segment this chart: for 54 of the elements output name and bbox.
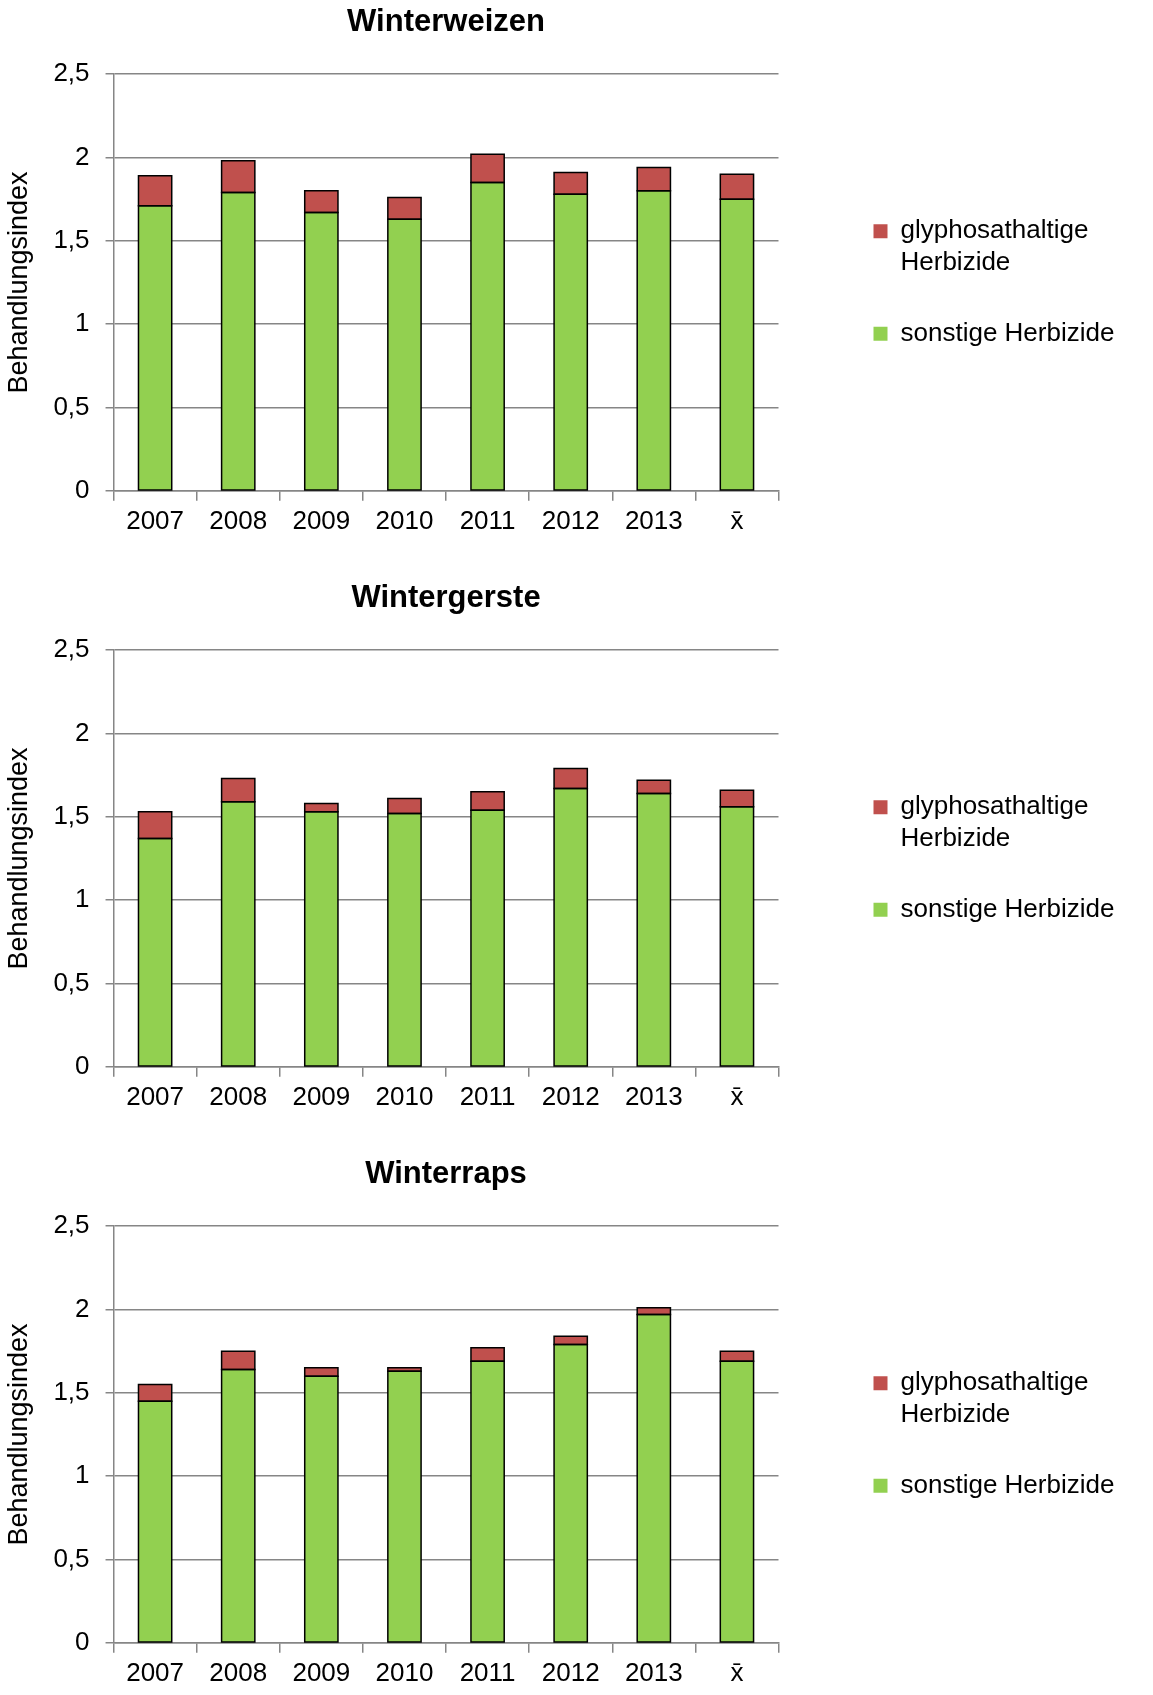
x-tick-label: 2007 bbox=[126, 1656, 185, 1687]
x-tick-label: 2011 bbox=[459, 1656, 516, 1687]
y-tick-label: 1 bbox=[75, 307, 90, 338]
x-tick-label: 2012 bbox=[541, 504, 600, 535]
x-tick-label: x̄ bbox=[730, 1656, 744, 1687]
x-tick-label: 2009 bbox=[292, 1656, 351, 1687]
x-tick-label: 2013 bbox=[624, 504, 683, 535]
y-tick-label: 2 bbox=[75, 716, 90, 747]
y-axis-title: Behandlungsindex bbox=[2, 746, 33, 970]
y-axis-title: Behandlungsindex bbox=[2, 170, 33, 394]
y-tick-label: 1 bbox=[75, 883, 90, 914]
y-tick-label: 2,5 bbox=[53, 1209, 90, 1240]
y-tick-label: 1,5 bbox=[53, 800, 90, 831]
x-tick-label: 2011 bbox=[459, 504, 516, 535]
x-tick-label: 2013 bbox=[624, 1080, 683, 1111]
x-tick-label: 2010 bbox=[375, 1656, 434, 1687]
x-tick-label: 2007 bbox=[126, 504, 185, 535]
x-tick-label: 2010 bbox=[375, 1080, 434, 1111]
x-tick-label: x̄ bbox=[730, 1080, 744, 1111]
legend-label: glyphosathaltige Herbizide bbox=[900, 214, 1089, 276]
y-tick-label: 2 bbox=[75, 140, 90, 171]
chart-title: Winterraps bbox=[365, 1155, 527, 1191]
x-tick-label: 2012 bbox=[541, 1656, 600, 1687]
x-tick-label: x̄ bbox=[730, 504, 744, 535]
chart-title: Wintergerste bbox=[351, 579, 541, 615]
y-tick-label: 1,5 bbox=[53, 224, 90, 255]
chart-title: Winterweizen bbox=[347, 3, 545, 39]
legend-label: glyphosathaltige Herbizide bbox=[900, 790, 1089, 852]
y-tick-label: 0 bbox=[75, 1625, 90, 1656]
y-tick-label: 0,5 bbox=[53, 966, 90, 997]
x-tick-label: 2013 bbox=[624, 1656, 683, 1687]
legend-label: sonstige Herbizide bbox=[900, 892, 1115, 923]
y-tick-label: 0,5 bbox=[53, 390, 90, 421]
y-tick-label: 2,5 bbox=[53, 57, 90, 88]
x-tick-label: 2008 bbox=[209, 1080, 268, 1111]
y-tick-label: 0,5 bbox=[53, 1542, 90, 1573]
x-tick-label: 2009 bbox=[292, 1080, 351, 1111]
y-tick-label: 1 bbox=[75, 1459, 90, 1490]
y-tick-label: 0 bbox=[75, 473, 90, 504]
legend-label: sonstige Herbizide bbox=[900, 316, 1115, 347]
x-tick-label: 2008 bbox=[209, 504, 268, 535]
y-tick-label: 2,5 bbox=[53, 633, 90, 664]
y-tick-label: 0 bbox=[75, 1049, 90, 1080]
x-tick-label: 2010 bbox=[375, 504, 434, 535]
x-tick-label: 2007 bbox=[126, 1080, 185, 1111]
x-tick-label: 2008 bbox=[209, 1656, 268, 1687]
y-tick-label: 1,5 bbox=[53, 1376, 90, 1407]
x-tick-label: 2009 bbox=[292, 504, 351, 535]
y-tick-label: 2 bbox=[75, 1292, 90, 1323]
legend-label: glyphosathaltige Herbizide bbox=[900, 1366, 1089, 1428]
y-axis-title: Behandlungsindex bbox=[2, 1322, 33, 1546]
legend-label: sonstige Herbizide bbox=[900, 1468, 1115, 1499]
x-tick-label: 2012 bbox=[541, 1080, 600, 1111]
x-tick-label: 2011 bbox=[459, 1080, 516, 1111]
